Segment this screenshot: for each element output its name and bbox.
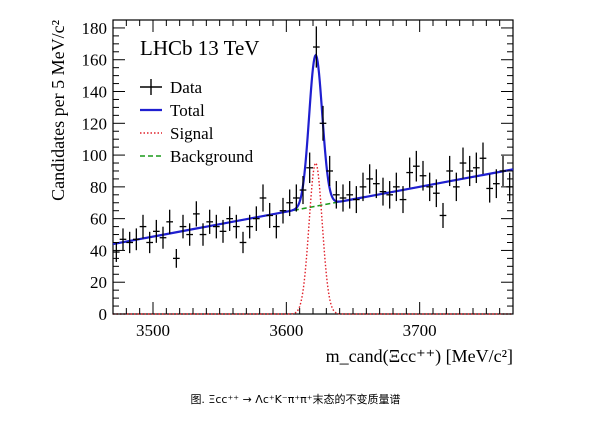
data-point <box>433 179 440 208</box>
data-point <box>486 174 493 203</box>
data-point <box>453 172 460 202</box>
data-point <box>299 176 307 205</box>
data-point <box>226 206 233 231</box>
data-point <box>413 150 420 182</box>
data-point <box>279 197 287 224</box>
data-point <box>339 184 347 212</box>
data-point <box>313 26 320 68</box>
data-point <box>406 157 413 188</box>
data-point <box>133 228 140 251</box>
legend-entry-signal: Signal <box>140 124 214 143</box>
data-point <box>493 169 500 199</box>
data-point <box>206 209 213 234</box>
data-point <box>166 209 173 234</box>
data-point <box>379 177 387 206</box>
data-point <box>153 219 160 243</box>
data-point <box>306 152 313 184</box>
data-point <box>233 214 240 239</box>
data-point <box>479 142 487 174</box>
data-point <box>353 186 360 214</box>
data-point <box>446 155 453 187</box>
axis-labels: 0 20 40 60 80 100 120 140 160 180 3500 3600 3700 m_ca… <box>48 19 513 367</box>
data-point <box>359 172 367 202</box>
legend-entry-background: Background <box>140 147 254 166</box>
data-point <box>273 214 280 239</box>
data-point <box>239 231 247 254</box>
data-point <box>499 155 507 187</box>
data-point <box>346 181 353 209</box>
legend-label: Total <box>170 101 205 120</box>
data-point <box>459 147 467 179</box>
y-tick-label: 180 <box>82 19 108 38</box>
x-tick-label: 3600 <box>269 321 303 340</box>
data-point <box>399 186 407 214</box>
data-point <box>426 172 433 202</box>
y-tick-label: 120 <box>82 114 108 133</box>
signal-curve <box>113 161 513 315</box>
data-point <box>146 231 153 254</box>
data-point <box>219 219 227 243</box>
data-point <box>173 248 180 268</box>
y-tick-label: 80 <box>90 178 107 197</box>
data-point <box>393 172 400 202</box>
data-point <box>439 202 447 228</box>
data-point <box>253 206 260 231</box>
data-point <box>126 231 133 254</box>
data-point <box>466 155 473 187</box>
data-point <box>113 242 120 262</box>
legend-label: Signal <box>170 124 214 143</box>
legend-label: Background <box>170 147 254 166</box>
data-point <box>139 214 147 239</box>
data-point <box>333 181 340 209</box>
data-point <box>213 214 220 239</box>
y-tick-label: 60 <box>90 210 107 229</box>
data-point <box>186 223 193 246</box>
data-point <box>179 214 187 239</box>
data-point <box>366 164 373 194</box>
axis-ticks <box>112 19 514 315</box>
x-tick-label: 3500 <box>136 321 170 340</box>
experiment-label: LHCb 13 TeV <box>140 36 259 60</box>
data-point <box>286 189 293 217</box>
y-tick-label: 100 <box>82 146 108 165</box>
y-tick-label: 40 <box>90 241 107 260</box>
legend: Data Total Signal Background <box>140 78 254 166</box>
data-point <box>199 223 207 246</box>
total-curve <box>112 53 514 246</box>
data-point <box>119 228 127 251</box>
x-tick-label: 3700 <box>403 321 437 340</box>
data-point <box>259 184 267 212</box>
y-tick-label: 0 <box>99 305 108 324</box>
data-point <box>246 214 253 239</box>
y-tick-label: 160 <box>82 51 108 70</box>
y-tick-label: 20 <box>90 273 107 292</box>
legend-entry-data: Data <box>140 78 203 97</box>
y-axis-title: Candidates per 5 MeV/c² <box>48 20 68 201</box>
legend-label: Data <box>170 78 203 97</box>
data-point <box>293 184 300 212</box>
data-point <box>159 226 167 249</box>
legend-entry-total: Total <box>140 101 205 120</box>
figure-caption: 图. Ξcc⁺⁺ → Λc⁺K⁻π⁺π⁺末态的不变质量谱 <box>190 393 401 406</box>
data-point <box>386 181 393 209</box>
data-point <box>319 105 327 141</box>
x-axis-title: m_cand(Ξcc⁺⁺) [MeV/c²] <box>326 346 513 367</box>
data-point <box>473 152 480 184</box>
data-point <box>266 202 273 228</box>
data-point <box>373 169 380 199</box>
y-tick-label: 140 <box>82 83 108 102</box>
data-point <box>419 160 427 191</box>
data-point <box>326 155 333 187</box>
mass-spectrum-chart: 0 20 40 60 80 100 120 140 160 180 3500 3600 3700 m_ca… <box>48 19 514 367</box>
data-point <box>193 201 200 227</box>
